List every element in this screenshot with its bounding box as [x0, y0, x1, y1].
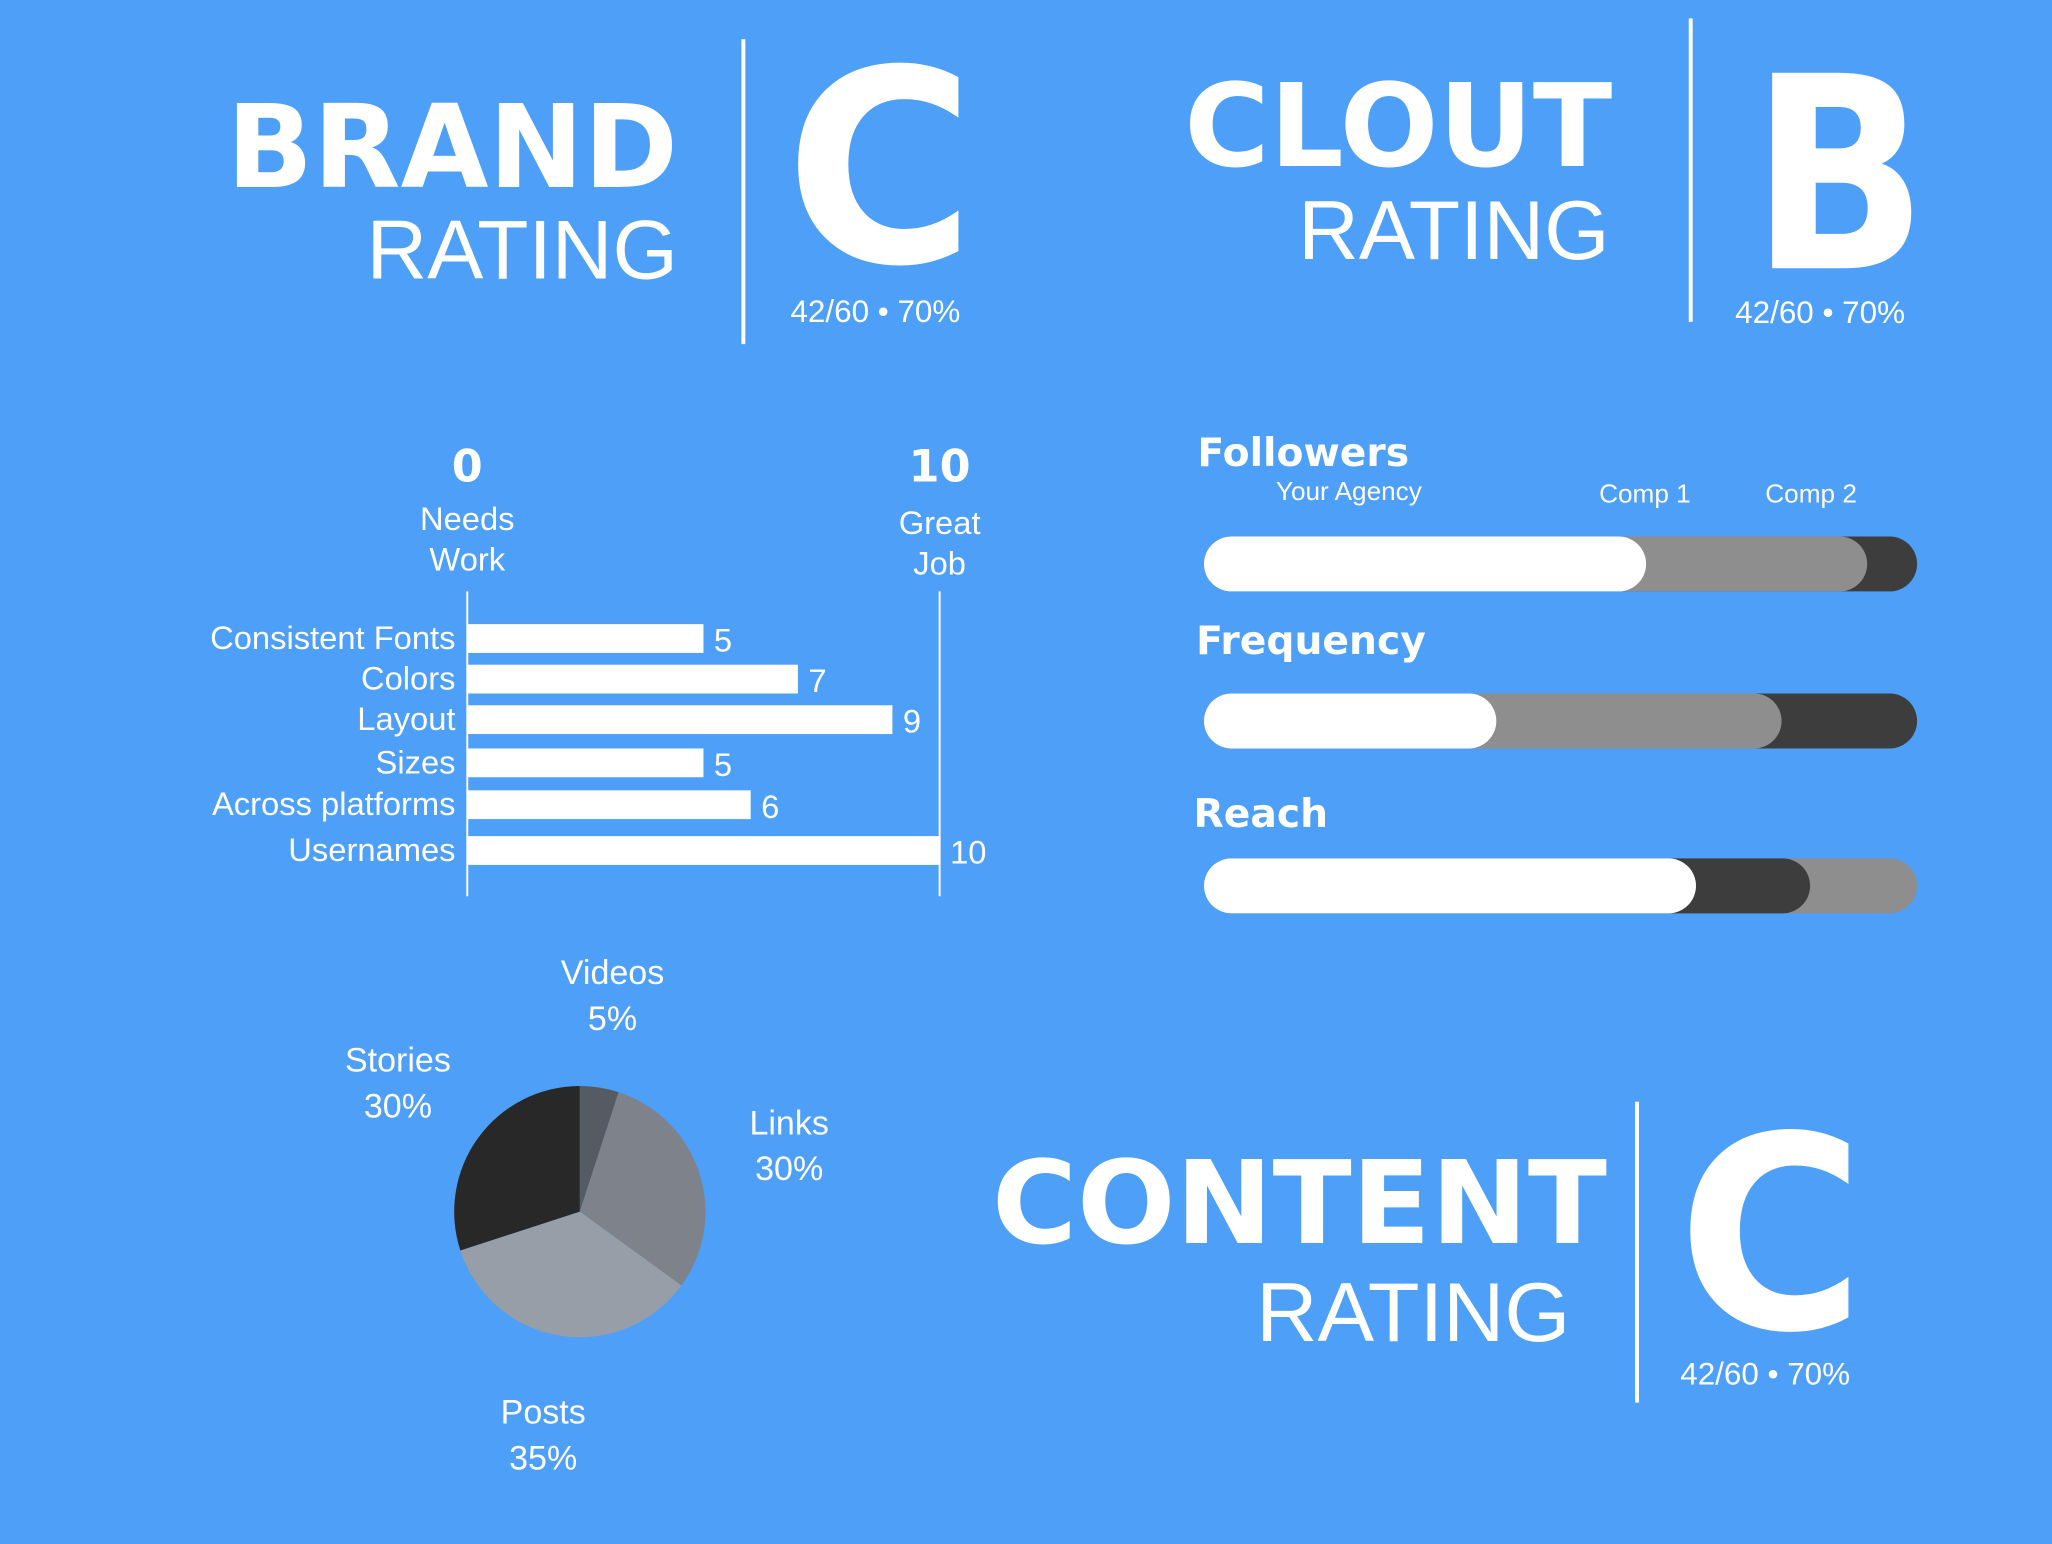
bar: [467, 705, 893, 735]
pie-slice: [579, 1092, 706, 1286]
rating-sub: RATING: [1256, 1265, 1570, 1359]
value-label: 5: [714, 622, 732, 659]
row-title: Frequency: [1196, 619, 1426, 664]
progress-bar: [1203, 858, 1697, 914]
progress-bar: [1203, 536, 1647, 592]
rating-word: BRAND: [227, 81, 678, 215]
category-label: Layout: [357, 700, 455, 737]
category-label: Sizes: [376, 743, 456, 780]
category-label: Colors: [361, 660, 456, 697]
legend-label: Comp 2: [1765, 478, 1857, 508]
value-label: 10: [950, 834, 986, 871]
x-tick-label: 0: [452, 442, 483, 493]
pie-slice: [454, 1086, 580, 1251]
slice-value: 30%: [364, 1087, 432, 1125]
rating-grade: C: [785, 14, 975, 326]
rating-sub: RATING: [367, 203, 678, 297]
bar: [467, 790, 751, 820]
rating-sub: RATING: [1298, 183, 1609, 277]
bar: [467, 624, 704, 653]
rating-grade: B: [1751, 20, 1928, 332]
category-label: Across platforms: [212, 785, 456, 822]
bar: [467, 748, 704, 778]
slice-label: Posts: [501, 1394, 586, 1432]
value-label: 6: [761, 788, 779, 825]
value-label: 9: [903, 703, 921, 740]
pie-slice: [460, 1211, 682, 1338]
slice-label: Links: [749, 1104, 828, 1142]
legend-label: Comp 1: [1599, 478, 1691, 508]
rating-grade: C: [1678, 1080, 1865, 1392]
slice-label: Stories: [345, 1042, 451, 1080]
slice-label: Videos: [561, 954, 664, 992]
rating-score: 42/60 • 70%: [790, 294, 960, 329]
slice-value: 5%: [588, 1000, 637, 1038]
value-label: 7: [808, 662, 826, 699]
category-label: Usernames: [288, 831, 455, 868]
row-title: Reach: [1193, 792, 1328, 837]
rating-word: CLOUT: [1184, 60, 1612, 194]
annotation: Needs Work: [420, 500, 515, 578]
slice-value: 30%: [755, 1150, 823, 1188]
bar: [467, 664, 798, 694]
pie-slice: [579, 1086, 619, 1212]
rating-word: CONTENT: [992, 1137, 1607, 1271]
category-label: Consistent Fonts: [210, 619, 455, 656]
value-label: 5: [714, 746, 732, 783]
rating-score: 42/60 • 70%: [1680, 1356, 1850, 1391]
slice-value: 35%: [509, 1439, 577, 1477]
rating-score: 42/60 • 70%: [1735, 295, 1905, 330]
x-tick-label: 10: [909, 442, 971, 493]
progress-bar: [1203, 693, 1497, 749]
bar: [467, 836, 940, 865]
legend-label: Your Agency: [1276, 476, 1423, 506]
annotation: Great Job: [899, 504, 981, 582]
row-title: Followers: [1197, 431, 1409, 476]
